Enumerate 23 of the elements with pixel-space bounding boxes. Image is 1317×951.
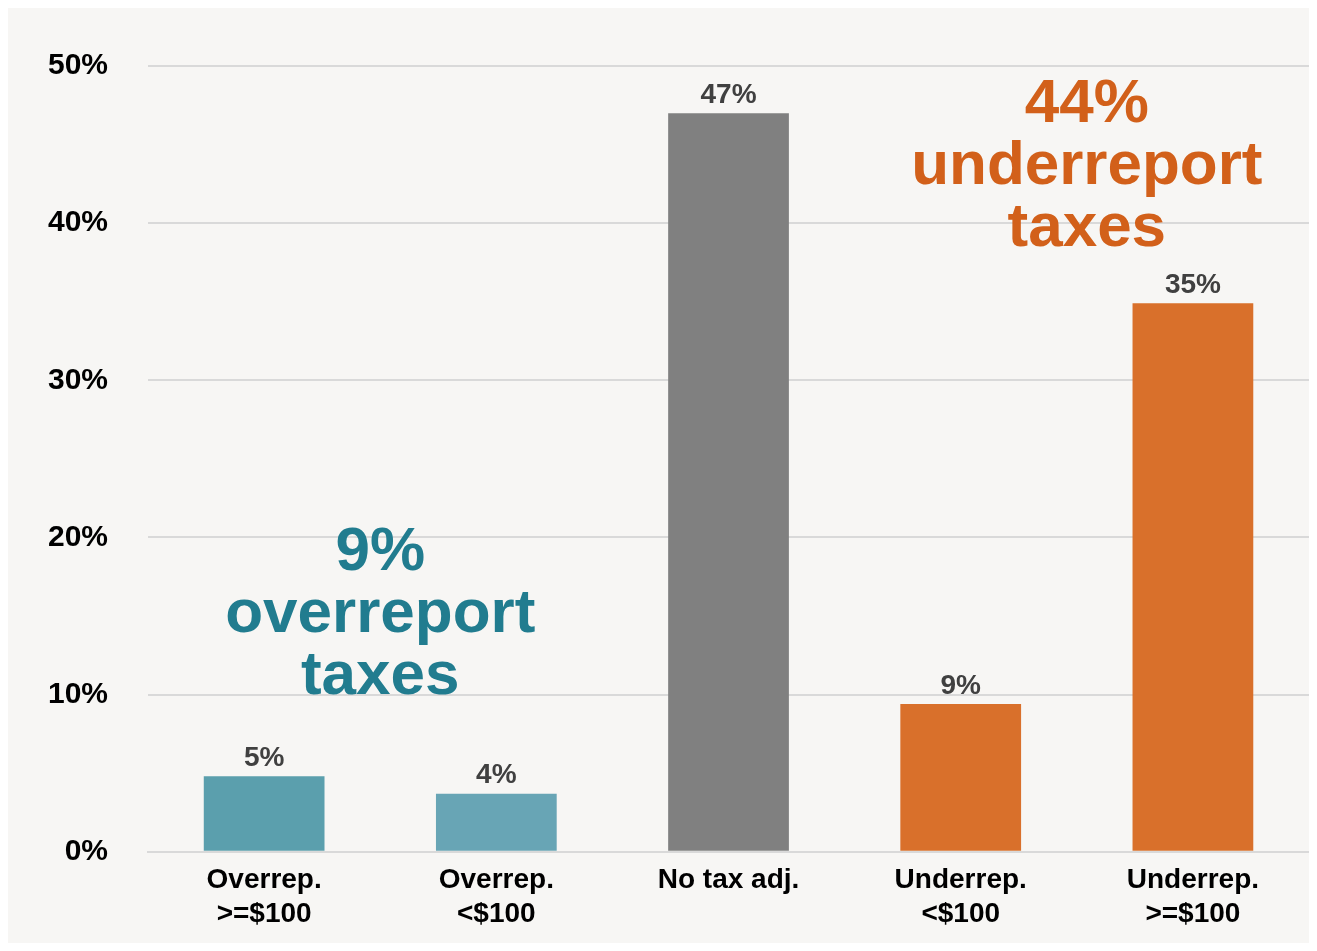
x-tick-label: No tax adj. <box>657 863 800 895</box>
y-tick-label: 50% <box>48 47 109 81</box>
annotation: 44% underreport taxes <box>911 65 1263 259</box>
bar <box>435 793 557 851</box>
bar <box>900 704 1022 851</box>
bar <box>668 113 789 851</box>
x-tick-label: Overrep. <$100 <box>438 863 554 928</box>
data-label: 5% <box>243 741 285 773</box>
x-tick-label: Underrep. <$100 <box>894 863 1027 928</box>
bar <box>203 776 325 851</box>
data-label: 9% <box>940 668 982 700</box>
data-label: 35% <box>1164 268 1222 300</box>
y-tick-label: 0% <box>64 833 109 867</box>
bar <box>1132 303 1254 851</box>
x-tick-label: Overrep. >=$100 <box>206 863 322 928</box>
y-tick-label: 30% <box>48 361 109 395</box>
y-tick-label: 40% <box>48 204 109 238</box>
annotation: 9% overreport taxes <box>225 513 536 707</box>
data-label: 4% <box>476 758 517 790</box>
y-tick-label: 10% <box>48 675 109 709</box>
y-tick-label: 20% <box>48 518 109 552</box>
data-label: 47% <box>700 77 757 109</box>
x-tick-label: Underrep. >=$100 <box>1126 863 1260 928</box>
